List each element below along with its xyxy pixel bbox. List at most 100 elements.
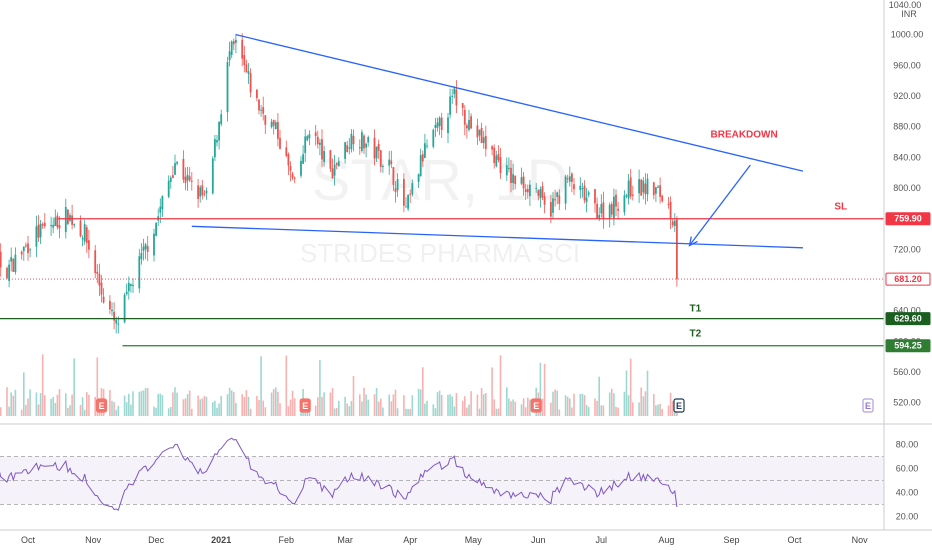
candle-body <box>526 188 529 193</box>
earnings-badge-letter: E <box>302 401 308 411</box>
candle-body <box>480 127 483 144</box>
volume-bar <box>440 395 443 416</box>
candle-body <box>264 115 267 125</box>
volume-bar <box>94 396 96 416</box>
candle-body <box>520 177 523 184</box>
volume-bar <box>453 406 456 416</box>
volume-bar <box>44 395 46 416</box>
candle-body <box>510 167 512 184</box>
volume-bar <box>182 399 185 416</box>
volume-bar <box>241 394 243 416</box>
volume-bar <box>365 394 367 416</box>
trendline[interactable] <box>235 34 804 172</box>
earnings-marker[interactable]: E <box>673 398 685 413</box>
volume-bar <box>144 388 147 416</box>
candle-body <box>73 224 76 226</box>
candle-body <box>627 180 630 199</box>
candle-body <box>375 146 378 159</box>
price-label-text: 594.25 <box>894 341 922 351</box>
volume-bar <box>623 391 626 416</box>
candle-body <box>216 140 218 143</box>
price-label-last[interactable]: 681.20 <box>885 272 931 286</box>
candle-body <box>529 184 531 197</box>
candle-body <box>241 39 244 59</box>
volume-bar <box>432 404 435 416</box>
time-tick-label: Feb <box>279 535 295 545</box>
candle-body <box>270 121 273 127</box>
annotation-breakdown[interactable]: BREAKDOWN <box>711 129 778 140</box>
price-label-sl[interactable]: 759.90 <box>885 212 931 226</box>
annotation-t2[interactable]: T2 <box>690 329 702 340</box>
drawings[interactable]: BREAKDOWN SL T1 T2 <box>0 34 884 347</box>
candle-body <box>495 155 498 167</box>
volume-bar <box>167 408 170 416</box>
volume-bar <box>132 391 134 416</box>
candle-body <box>308 134 311 139</box>
volume-bar <box>319 359 321 416</box>
price-label-t2[interactable]: 594.25 <box>885 339 931 353</box>
candle-body <box>144 244 147 250</box>
time-tick-label: Nov <box>852 535 869 545</box>
candle-body <box>58 225 61 229</box>
volume-bar <box>625 370 628 416</box>
volume-bar <box>527 397 529 416</box>
candle-body <box>558 195 561 204</box>
trendline[interactable] <box>191 225 803 249</box>
earnings-marker[interactable]: E <box>299 398 311 413</box>
volume-bar <box>140 391 143 416</box>
annotation-t1[interactable]: T1 <box>690 303 702 314</box>
candle-body <box>39 223 42 238</box>
candle-body <box>438 117 441 127</box>
candle-body <box>390 160 393 165</box>
candle-body <box>610 203 613 215</box>
candle-body <box>304 136 307 153</box>
volume-bar <box>159 393 162 416</box>
volume-bar <box>228 387 231 416</box>
time-tick-label: 2021 <box>211 535 231 545</box>
price-candles <box>0 33 678 334</box>
price-label-box <box>885 212 931 226</box>
candle-body <box>85 227 88 243</box>
volume-bar <box>39 393 42 416</box>
candle-body <box>52 224 55 228</box>
volume-bar <box>58 389 61 416</box>
candle-body <box>537 190 540 196</box>
volume-bar <box>14 389 17 416</box>
volume-bar <box>161 395 164 416</box>
volume-bar <box>0 407 2 416</box>
price-label-t1[interactable]: 629.60 <box>885 312 931 326</box>
arrow-line[interactable] <box>688 164 751 246</box>
earnings-marker[interactable]: E <box>862 398 874 413</box>
volume-bar <box>331 388 334 416</box>
candle-body <box>184 176 187 183</box>
volume-bar <box>434 408 437 416</box>
candle-body <box>552 198 554 213</box>
candle-body <box>277 122 279 139</box>
earnings-marker[interactable]: E <box>95 398 108 413</box>
candle-body <box>159 206 162 213</box>
volume-bar <box>25 405 27 416</box>
volume-bar <box>655 405 657 416</box>
candle-body <box>115 320 118 324</box>
price-tick-label: 720.00 <box>893 244 921 254</box>
price-tick-label: 640.00 <box>893 306 921 316</box>
candle-body <box>245 64 248 73</box>
price-axis-panel[interactable] <box>884 0 932 530</box>
volume-bar <box>29 389 31 416</box>
price-tick-label: 1000.00 <box>891 30 924 40</box>
candle-body <box>235 39 237 43</box>
volume-bar <box>451 396 453 416</box>
volume-bar <box>258 399 260 416</box>
volume-bar <box>174 387 176 416</box>
volume-bar <box>403 395 405 416</box>
candle-body <box>373 137 376 159</box>
volume-bar <box>539 362 542 416</box>
annotation-sl[interactable]: SL <box>834 201 847 212</box>
candle-body <box>172 175 174 178</box>
candle-body <box>291 173 294 179</box>
candle-body <box>566 178 569 180</box>
earnings-marker[interactable]: E <box>530 398 542 413</box>
